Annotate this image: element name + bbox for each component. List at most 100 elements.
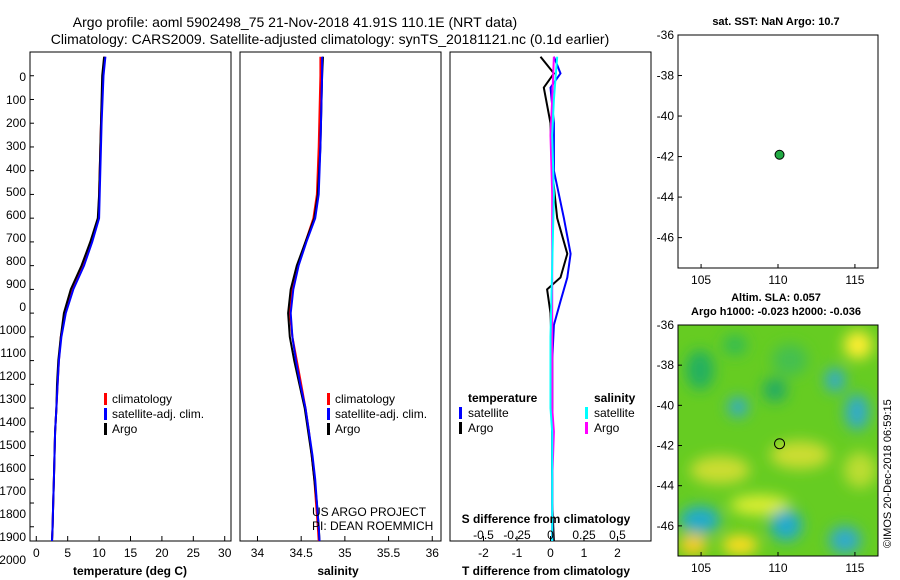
legend-label-satellite: satellite-adj. clim. bbox=[112, 407, 204, 421]
depth-yticks: 0100200300400500600700800900010001100120… bbox=[0, 51, 454, 567]
depth-tick-label: 1300 bbox=[0, 392, 26, 406]
temperature-x-tick-label: 25 bbox=[187, 546, 201, 560]
t-diff-x-tick-label: 0 bbox=[547, 546, 554, 560]
temperature-series bbox=[51, 56, 107, 542]
depth-tick-label: 1800 bbox=[0, 507, 26, 521]
temperature-x-tick-label: 15 bbox=[124, 546, 138, 560]
s-diff-x-tick-label: 0.5 bbox=[609, 528, 626, 542]
sla-heatmap bbox=[678, 325, 878, 556]
map-x-tick-label: 115 bbox=[845, 561, 864, 575]
temperature-legend: climatology satellite-adj. clim. Argo bbox=[104, 392, 204, 436]
s-diff-x-tick-label: -0.5 bbox=[473, 528, 494, 542]
map-y-tick-label: -38 bbox=[657, 358, 675, 372]
depth-tick-label: 1400 bbox=[0, 415, 26, 429]
depth-tick-label: 1100 bbox=[0, 346, 26, 360]
depth-tick-label: 400 bbox=[6, 162, 26, 176]
difference-panel: -2 -1 0 1 2 -0.5 -0.25 0 0.25 0.5 T difference f… bbox=[449, 51, 652, 578]
depth-tick-label: 100 bbox=[6, 93, 26, 107]
depth-tick-label: 900 bbox=[6, 277, 26, 291]
map-x-tick-label: 105 bbox=[691, 273, 711, 287]
depth-tick-label: 600 bbox=[6, 208, 26, 222]
s-difference-xlabel: S difference from climatology bbox=[462, 512, 631, 526]
temperature-x-tick-label: 5 bbox=[64, 546, 71, 560]
sla-map-ticks: 105 110 115 -36 -38 -40 -42 -44 -46 bbox=[657, 318, 865, 575]
map-y-tick-label: -46 bbox=[657, 231, 675, 245]
t-diff-x-tick-label: 2 bbox=[614, 546, 621, 560]
legend-swatch-satellite bbox=[327, 408, 330, 420]
difference-legend-temperature: temperature satellite Argo bbox=[459, 391, 538, 435]
depth-tick-label: 2000 bbox=[0, 553, 26, 567]
temperature-panel: 0 5 10 15 20 25 30 0 100 200 300 400 500 600 700 800 90… bbox=[0, 51, 454, 578]
salinity-x-tick-label: 36 bbox=[426, 546, 440, 560]
map-x-tick-label: 110 bbox=[768, 273, 787, 287]
series-satellite-adj-clim- bbox=[51, 56, 107, 542]
temperature-xlabel: temperature (deg C) bbox=[73, 564, 187, 578]
map-y-tick-label: -46 bbox=[657, 519, 675, 533]
figure-title-line2: Climatology: CARS2009. Satellite-adjuste… bbox=[51, 31, 609, 47]
map-y-tick-label: -42 bbox=[657, 439, 675, 453]
map-y-tick-label: -40 bbox=[657, 398, 675, 412]
depth-tick-label: 1600 bbox=[0, 461, 26, 475]
salinity-x-tick-label: 34.5 bbox=[289, 546, 313, 560]
salinity-panel: 34 34.5 35 35.5 36 salinity climatology sate… bbox=[239, 51, 442, 578]
temperature-x-tick-label: 20 bbox=[155, 546, 169, 560]
sla-map-subtitle: Argo h1000: -0.023 h2000: -0.036 bbox=[691, 306, 861, 318]
map-x-tick-label: 110 bbox=[768, 561, 787, 575]
map-y-tick-label: -44 bbox=[657, 479, 675, 493]
depth-tick-label: 500 bbox=[6, 185, 26, 199]
s-diff-x-tick-label: -0.25 bbox=[503, 528, 531, 542]
depth-tick-label: 300 bbox=[6, 139, 26, 153]
salinity-x-tick-label: 35 bbox=[338, 546, 352, 560]
s-diff-x-tick-label: 0.25 bbox=[572, 528, 596, 542]
temperature-x-tick-label: 30 bbox=[218, 546, 232, 560]
salinity-xlabel: salinity bbox=[317, 564, 359, 578]
sst-map-axes bbox=[677, 34, 879, 269]
t-difference-xticks: -2 -1 0 1 2 bbox=[478, 536, 621, 560]
imos-credit: ©IMOS 20-Dec-2018 06:59:15 bbox=[882, 399, 894, 548]
depth-tick-label: 1700 bbox=[0, 484, 26, 498]
map-x-tick-label: 105 bbox=[691, 561, 711, 575]
difference-legend-salinity: salinity satellite Argo bbox=[585, 391, 636, 435]
legend-label-s-satellite: satellite bbox=[594, 406, 635, 420]
credit-project: US ARGO PROJECT bbox=[312, 505, 427, 519]
map-y-tick-label: -38 bbox=[657, 69, 675, 83]
legend-label-t-satellite: satellite bbox=[468, 406, 509, 420]
temperature-xticks: 0 5 10 15 20 25 30 bbox=[33, 536, 232, 560]
credit-pi: PI: DEAN ROEMMICH bbox=[312, 519, 433, 533]
float-location-marker bbox=[774, 438, 786, 450]
salinity-axes bbox=[239, 51, 442, 542]
map-y-tick-label: -36 bbox=[657, 28, 675, 42]
legend-swatch-s-satellite bbox=[585, 407, 588, 419]
t-diff-x-tick-label: -1 bbox=[512, 546, 523, 560]
difference-series bbox=[539, 56, 572, 542]
legend-swatch-t-satellite bbox=[459, 407, 462, 419]
legend-swatch-argo bbox=[104, 423, 107, 435]
sst-map-title: sat. SST: NaN Argo: 10.7 bbox=[712, 16, 839, 28]
legend-swatch-climatology bbox=[104, 393, 107, 405]
legend-label-t-argo: Argo bbox=[468, 421, 494, 435]
salinity-x-tick-label: 34 bbox=[251, 546, 265, 560]
legend-swatch-t-argo bbox=[459, 422, 462, 434]
legend-label-s-argo: Argo bbox=[594, 421, 620, 435]
sst-map-panel: sat. SST: NaN Argo: 10.7 105 110 115 -36 -38… bbox=[657, 16, 879, 287]
depth-tick-label: 0 bbox=[19, 70, 26, 84]
temperature-x-tick-label: 0 bbox=[33, 546, 40, 560]
legend-title-salinity: salinity bbox=[594, 391, 636, 405]
legend-label-argo: Argo bbox=[112, 422, 138, 436]
map-y-tick-label: -36 bbox=[657, 318, 675, 332]
legend-swatch-satellite bbox=[104, 408, 107, 420]
legend-swatch-climatology bbox=[327, 393, 330, 405]
legend-swatch-argo bbox=[327, 423, 330, 435]
sla-map-panel: Altim. SLA: 0.057 Argo h1000: -0.023 h20… bbox=[657, 292, 894, 575]
sst-map-ticks: 105 110 115 -36 -38 -40 -42 -44 -46 bbox=[657, 28, 865, 287]
legend-label-argo: Argo bbox=[335, 422, 361, 436]
depth-tick-label: 800 bbox=[6, 254, 26, 268]
float-location-marker bbox=[774, 149, 785, 160]
legend-title-temperature: temperature bbox=[468, 391, 538, 405]
legend-label-climatology: climatology bbox=[112, 392, 172, 406]
map-y-tick-label: -44 bbox=[657, 190, 675, 204]
depth-tick-label: 1500 bbox=[0, 438, 26, 452]
depth-tick-label: 1200 bbox=[0, 369, 26, 383]
legend-label-climatology: climatology bbox=[335, 392, 395, 406]
series-satellite-adj-clim- bbox=[289, 56, 324, 542]
